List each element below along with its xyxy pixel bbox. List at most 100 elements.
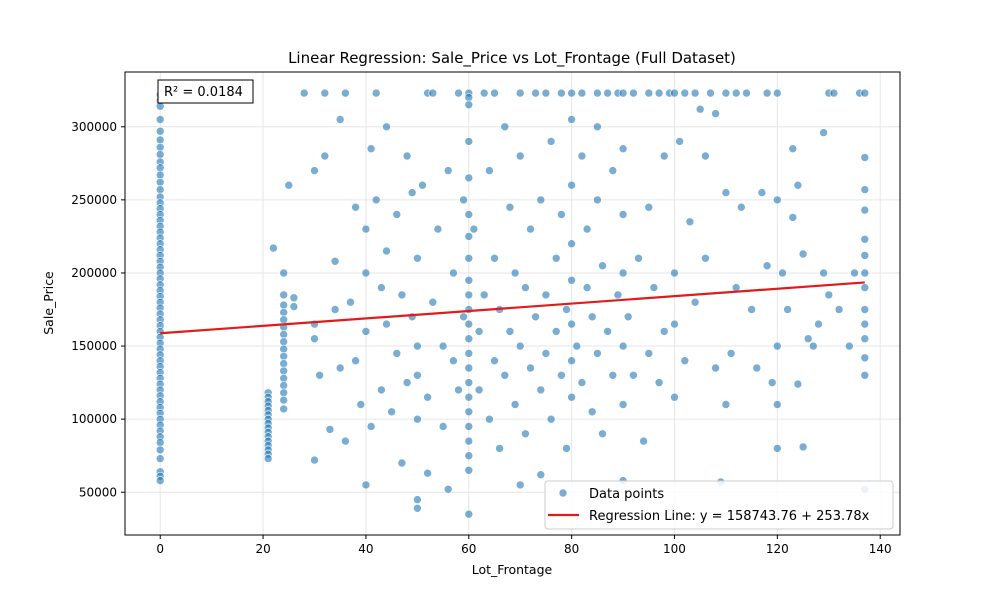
data-point bbox=[479, 88, 489, 98]
data-point bbox=[593, 349, 602, 358]
data-point bbox=[603, 88, 612, 98]
data-point bbox=[860, 305, 870, 314]
data-point bbox=[613, 290, 623, 300]
data-point bbox=[772, 195, 782, 205]
data-point bbox=[449, 356, 458, 366]
data-point bbox=[289, 293, 299, 303]
regression-line bbox=[160, 281, 865, 335]
data-point bbox=[860, 185, 870, 194]
data-point bbox=[629, 370, 638, 380]
data-point bbox=[279, 290, 289, 300]
data-point bbox=[819, 128, 828, 137]
data-point bbox=[155, 476, 165, 485]
data-point bbox=[536, 470, 546, 480]
data-point bbox=[515, 341, 525, 351]
legend: Data points Regression Line: y = 158743.… bbox=[544, 480, 894, 530]
data-point bbox=[438, 422, 448, 431]
data-point bbox=[690, 297, 700, 307]
data-point bbox=[526, 363, 535, 373]
data-point bbox=[356, 400, 366, 409]
data-point bbox=[464, 137, 474, 146]
data-point bbox=[279, 268, 289, 278]
data-point bbox=[752, 363, 762, 373]
data-point bbox=[593, 122, 602, 132]
data-point bbox=[757, 188, 767, 197]
data-point bbox=[366, 144, 376, 153]
data-point bbox=[474, 327, 484, 336]
chart-title: Linear Regression: Sale_Price vs Lot_Fro… bbox=[288, 49, 736, 68]
data-point bbox=[428, 88, 438, 98]
data-point bbox=[762, 261, 772, 271]
data-point bbox=[464, 349, 474, 358]
data-point bbox=[690, 88, 700, 98]
data-point bbox=[521, 283, 530, 292]
data-point bbox=[155, 135, 165, 145]
x-tick-label: 20 bbox=[255, 542, 270, 556]
data-point bbox=[860, 205, 870, 215]
x-tick-label: 60 bbox=[461, 542, 476, 556]
data-point bbox=[335, 363, 345, 373]
data-point bbox=[155, 150, 165, 159]
data-point bbox=[464, 319, 474, 329]
data-point bbox=[515, 88, 525, 98]
y-tick-label: 300000 bbox=[71, 120, 117, 134]
data-point bbox=[279, 381, 289, 390]
data-point bbox=[418, 180, 427, 190]
data-point bbox=[685, 217, 695, 227]
data-point bbox=[670, 268, 679, 278]
data-point bbox=[618, 341, 628, 351]
data-point bbox=[567, 356, 576, 366]
data-point bbox=[325, 425, 335, 434]
data-point bbox=[279, 300, 289, 310]
data-point bbox=[279, 308, 289, 317]
data-point bbox=[279, 337, 289, 347]
data-point bbox=[711, 109, 720, 118]
data-point bbox=[680, 88, 690, 98]
data-point bbox=[428, 297, 438, 307]
x-tick-label: 0 bbox=[156, 542, 164, 556]
data-point bbox=[772, 341, 782, 351]
data-point bbox=[701, 253, 710, 263]
y-tick-label: 100000 bbox=[71, 412, 117, 426]
data-point bbox=[397, 290, 407, 300]
data-point bbox=[279, 359, 289, 368]
data-point bbox=[284, 180, 294, 190]
data-point bbox=[464, 509, 474, 519]
data-point bbox=[464, 100, 474, 110]
data-point bbox=[654, 88, 664, 98]
legend-label-regression-line: Regression Line: y = 158743.76 + 253.78x bbox=[589, 509, 870, 524]
data-point bbox=[603, 327, 612, 336]
data-point bbox=[490, 253, 499, 263]
data-point bbox=[731, 283, 741, 292]
data-point bbox=[382, 246, 391, 256]
data-point bbox=[289, 302, 299, 311]
data-point bbox=[567, 115, 576, 124]
x-axis-label: Lot_Frontage bbox=[472, 562, 553, 577]
data-point bbox=[526, 224, 535, 234]
data-point bbox=[464, 407, 474, 417]
data-point bbox=[413, 495, 422, 504]
data-point bbox=[762, 88, 772, 98]
data-point bbox=[155, 185, 165, 194]
x-tick-label: 140 bbox=[869, 542, 892, 556]
data-point bbox=[341, 436, 350, 446]
data-point bbox=[510, 268, 520, 278]
data-point bbox=[593, 88, 602, 98]
data-point bbox=[567, 319, 576, 329]
data-point bbox=[392, 349, 402, 358]
data-point bbox=[557, 210, 566, 219]
data-point bbox=[279, 344, 289, 354]
data-point bbox=[844, 341, 854, 351]
data-points bbox=[155, 88, 870, 519]
data-point bbox=[772, 88, 782, 98]
data-point bbox=[155, 454, 165, 463]
data-point bbox=[706, 88, 715, 98]
data-point bbox=[155, 142, 165, 152]
data-point bbox=[860, 88, 870, 98]
data-point bbox=[695, 104, 705, 114]
data-point bbox=[557, 370, 566, 380]
data-point bbox=[469, 224, 479, 234]
data-point bbox=[320, 88, 330, 98]
data-point bbox=[701, 151, 710, 161]
data-point bbox=[860, 235, 870, 244]
